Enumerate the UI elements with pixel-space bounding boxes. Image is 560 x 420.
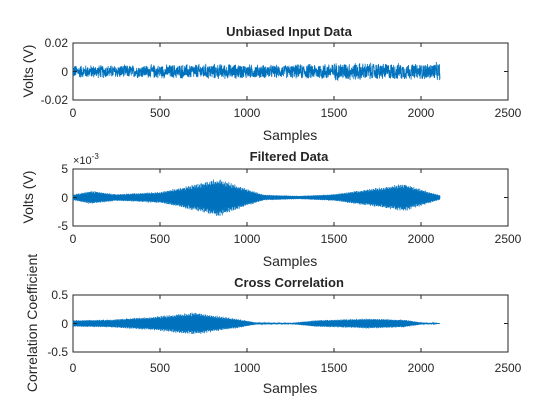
signal-line [72, 62, 441, 82]
x-tick-label: 500 [150, 232, 170, 246]
x-tick-label: 500 [150, 361, 170, 375]
y-tick-label: -5 [57, 219, 68, 233]
x-axis-label: Samples [263, 380, 317, 396]
x-tick-label: 1000 [234, 106, 261, 120]
x-tick-label: 1500 [321, 232, 348, 246]
tick-marks [72, 294, 509, 353]
subplot-filtered-data: ×10-3 Filtered Data 5 0 -5 0 500 1000 15… [20, 149, 522, 269]
chart-title: Cross Correlation [234, 275, 344, 290]
y-tick-label: 0 [61, 65, 68, 79]
x-tick-label: 500 [150, 106, 170, 120]
y-axis-label: Volts (V) [20, 45, 36, 98]
chart-title: Filtered Data [250, 149, 330, 164]
x-tick-label: 2500 [495, 361, 522, 375]
x-tick-label: 0 [70, 232, 77, 246]
x-tick-label: 2500 [495, 232, 522, 246]
x-tick-label: 1000 [234, 232, 261, 246]
y-tick-label: -0.5 [47, 345, 68, 359]
x-tick-label: 1500 [321, 106, 348, 120]
y-tick-label: 0.02 [45, 36, 69, 50]
x-tick-label: 2000 [408, 361, 435, 375]
x-axis-label: Samples [263, 127, 317, 143]
y-tick-label: 0 [61, 191, 68, 205]
x-tick-label: 1000 [234, 361, 261, 375]
signal-line [72, 179, 441, 216]
subplot-input-data: Unbiased Input Data 0.02 0 -0.02 0 500 1… [20, 24, 522, 143]
signal-line [72, 312, 441, 335]
chart-title: Unbiased Input Data [226, 24, 352, 39]
x-axis-label: Samples [263, 253, 317, 269]
subplot-cross-correlation: Cross Correlation 0.5 0 -0.5 0 500 1000 … [24, 254, 522, 396]
tick-marks [72, 168, 509, 227]
tick-marks [72, 42, 509, 101]
y-tick-label: 5 [61, 162, 68, 176]
x-tick-label: 2000 [408, 106, 435, 120]
x-tick-label: 2500 [495, 106, 522, 120]
y-tick-label: 0.5 [51, 288, 68, 302]
y-exponent-label: ×10-3 [73, 152, 99, 167]
y-axis-label: Correlation Coefficient [24, 254, 40, 392]
x-tick-label: 2000 [408, 232, 435, 246]
y-tick-label: 0 [61, 317, 68, 331]
x-tick-label: 1500 [321, 361, 348, 375]
y-axis-label: Volts (V) [20, 171, 36, 224]
x-tick-label: 0 [70, 106, 77, 120]
x-tick-label: 0 [70, 361, 77, 375]
y-tick-label: -0.02 [41, 93, 69, 107]
